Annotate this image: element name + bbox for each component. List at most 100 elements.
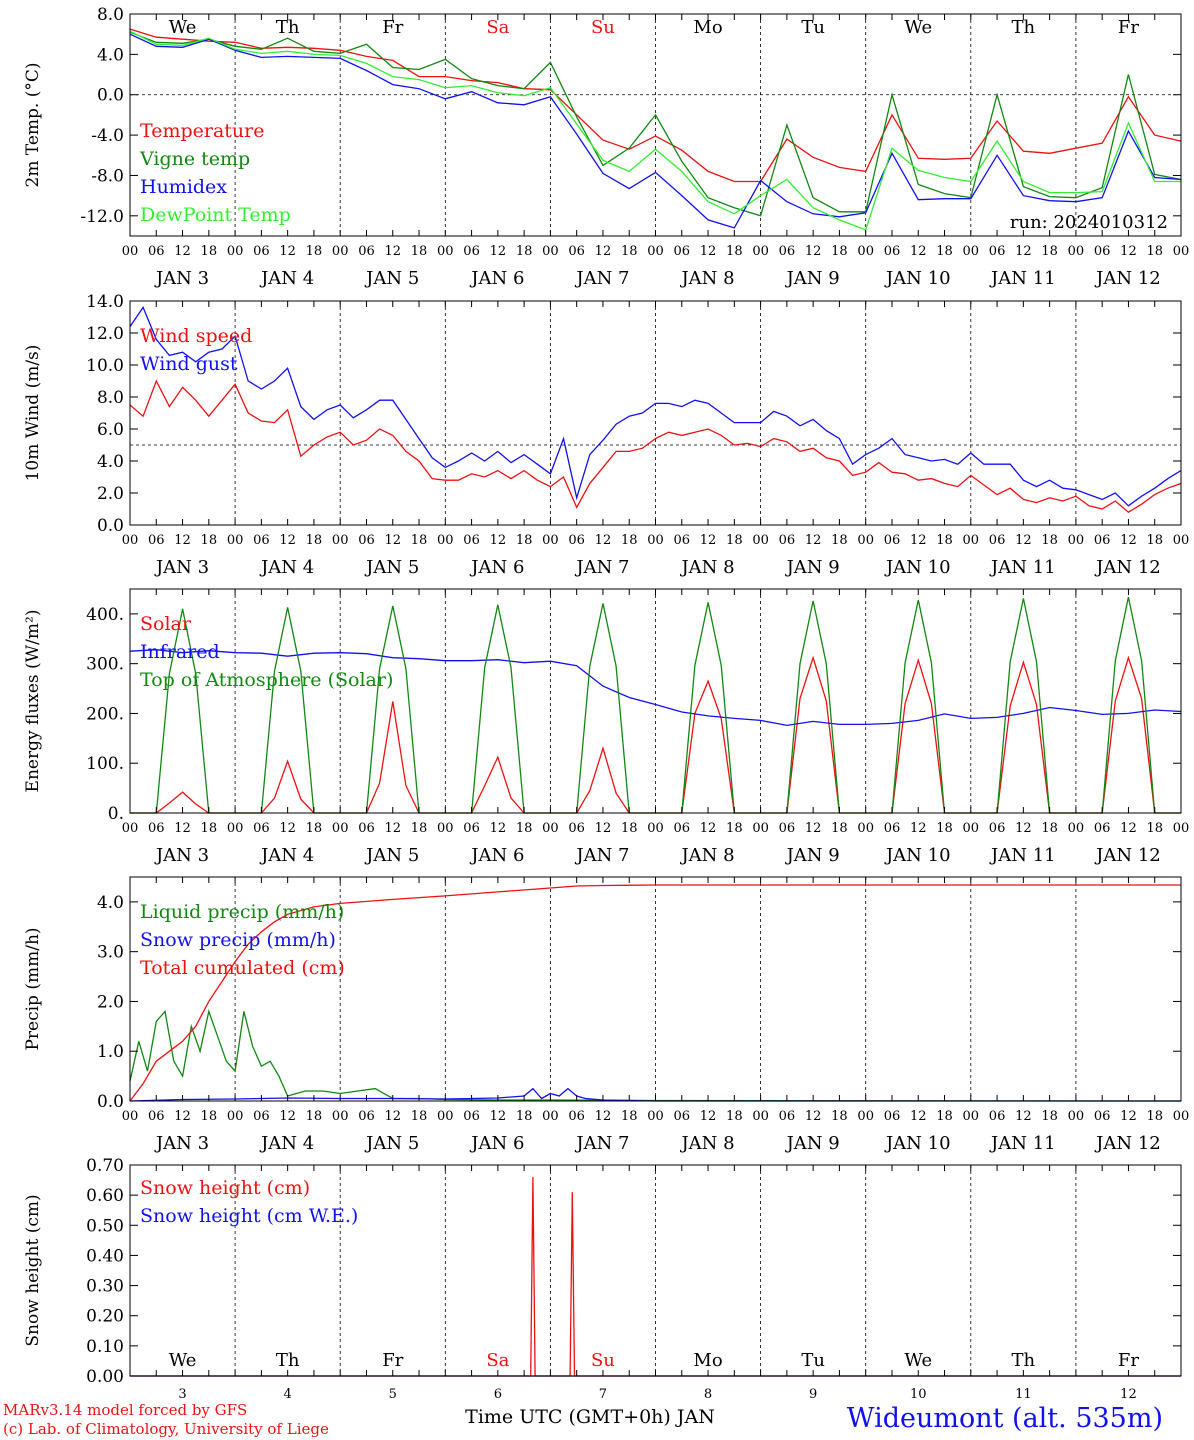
y-tick-label: 200. [86,704,124,724]
hour-tick-label: 12 [910,244,927,259]
hour-tick-label: 00 [437,533,454,548]
hour-tick-label: 06 [1094,244,1111,259]
hour-tick-label: 18 [831,821,848,836]
hour-tick-label: 18 [201,244,218,259]
hour-tick-label: 18 [306,244,323,259]
hour-tick-label: 18 [201,821,218,836]
hour-tick-label: 12 [595,244,612,259]
y-axis-label: Energy fluxes (W/m²) [23,610,43,793]
day-name-label: Su [591,17,615,38]
hour-tick-label: 12 [1015,821,1032,836]
day-name-label: We [904,17,932,38]
date-number-label: 7 [599,1387,607,1402]
hour-tick-label: 18 [1146,533,1163,548]
hour-tick-label: 00 [542,821,559,836]
hour-tick-label: 00 [647,533,664,548]
hour-tick-label: 12 [1015,533,1032,548]
hour-tick-label: 00 [437,1109,454,1124]
hour-tick-label: 06 [779,533,796,548]
hour-tick-label: 00 [227,533,244,548]
hour-tick-label: 12 [700,244,717,259]
hour-tick-label: 00 [752,821,769,836]
day-name-label: Fr [382,17,403,38]
hour-tick-label: 18 [516,533,533,548]
legend-entry: Infrared [140,641,220,663]
date-label: JAN 4 [259,845,314,866]
hour-tick-label: 18 [516,1109,533,1124]
date-label: JAN 6 [469,557,524,578]
day-name-label: Th [276,1350,300,1371]
hour-tick-label: 18 [936,1109,953,1124]
date-label: JAN 11 [989,557,1056,578]
day-name-label: We [904,1350,932,1371]
hour-tick-label: 00 [752,1109,769,1124]
hour-tick-label: 18 [831,244,848,259]
date-label: JAN 11 [989,268,1056,289]
date-label: JAN 4 [259,557,314,578]
hour-tick-label: 06 [1094,1109,1111,1124]
hour-tick-label: 00 [227,821,244,836]
hour-tick-label: 12 [1015,1109,1032,1124]
y-tick-label: 0.60 [86,1186,124,1206]
hour-tick-label: 12 [174,1109,191,1124]
legend-entry: Liquid precip (mm/h) [140,901,344,923]
day-name-label: Mo [693,1350,722,1371]
hour-tick-label: 06 [989,533,1006,548]
date-label: JAN 7 [574,845,629,866]
date-label: JAN 9 [785,845,840,866]
hour-tick-label: 18 [201,533,218,548]
date-label: JAN 5 [364,845,419,866]
y-tick-label: -12.0 [80,207,124,227]
y-tick-label: 100. [86,754,124,774]
y-tick-label: 8.0 [97,388,124,408]
y-tick-label: -4.0 [91,126,124,146]
hour-tick-label: 12 [490,1109,507,1124]
date-label: JAN 11 [989,845,1056,866]
date-label: JAN 8 [679,268,734,289]
hour-tick-label: 12 [700,1109,717,1124]
day-name-label: Tu [801,1350,825,1371]
hour-tick-label: 18 [621,821,638,836]
hour-tick-label: 00 [122,821,139,836]
hour-tick-label: 00 [647,821,664,836]
y-axis-label: 2m Temp. (°C) [23,62,43,187]
series-line-1-2 [129,31,1182,217]
plot-frame [129,300,1182,526]
credit-line-2: (c) Lab. of Climatology, University of L… [3,1420,329,1438]
date-label: JAN 8 [679,1133,734,1154]
hour-tick-label: 18 [621,533,638,548]
y-tick-label: -8.0 [91,166,124,186]
hour-tick-label: 00 [857,533,874,548]
hour-tick-label: 18 [621,244,638,259]
hour-tick-label: 12 [1120,533,1137,548]
day-name-label: Mo [693,17,722,38]
hour-tick-label: 12 [490,533,507,548]
hour-tick-label: 18 [1041,244,1058,259]
hour-tick-label: 12 [910,1109,927,1124]
hour-tick-label: 00 [122,1109,139,1124]
hour-tick-label: 06 [463,244,480,259]
y-tick-label: 6.0 [97,420,124,440]
date-label: JAN 12 [1094,1133,1161,1154]
hour-tick-label: 06 [1094,533,1111,548]
hour-tick-label: 18 [411,821,428,836]
date-label: JAN 8 [679,557,734,578]
hour-tick-label: 00 [227,1109,244,1124]
panel-3: 400. 300. 200. 100. 0. Energy fluxes (W/m²) 00… [23,588,1189,866]
y-tick-label: 10.0 [86,356,124,376]
hour-tick-label: 00 [332,533,349,548]
date-number-label: 8 [704,1387,712,1402]
hour-tick-label: 06 [674,821,691,836]
hour-tick-label: 12 [805,533,822,548]
hour-tick-label: 06 [989,244,1006,259]
hour-tick-label: 18 [516,821,533,836]
date-label: JAN 3 [154,557,209,578]
hour-tick-label: 18 [306,821,323,836]
date-label: JAN 7 [574,1133,629,1154]
panel-4: 4.0 3.0 2.0 1.0 0.0 Precip (mm/h) 00 06 12 18 JAN … [23,876,1189,1154]
legend-entry: Snow height (cm) [140,1177,310,1199]
legend-entry: Snow precip (mm/h) [140,929,336,951]
hour-tick-label: 00 [752,533,769,548]
y-tick-label: 400. [86,605,124,625]
hour-tick-label: 00 [963,821,980,836]
